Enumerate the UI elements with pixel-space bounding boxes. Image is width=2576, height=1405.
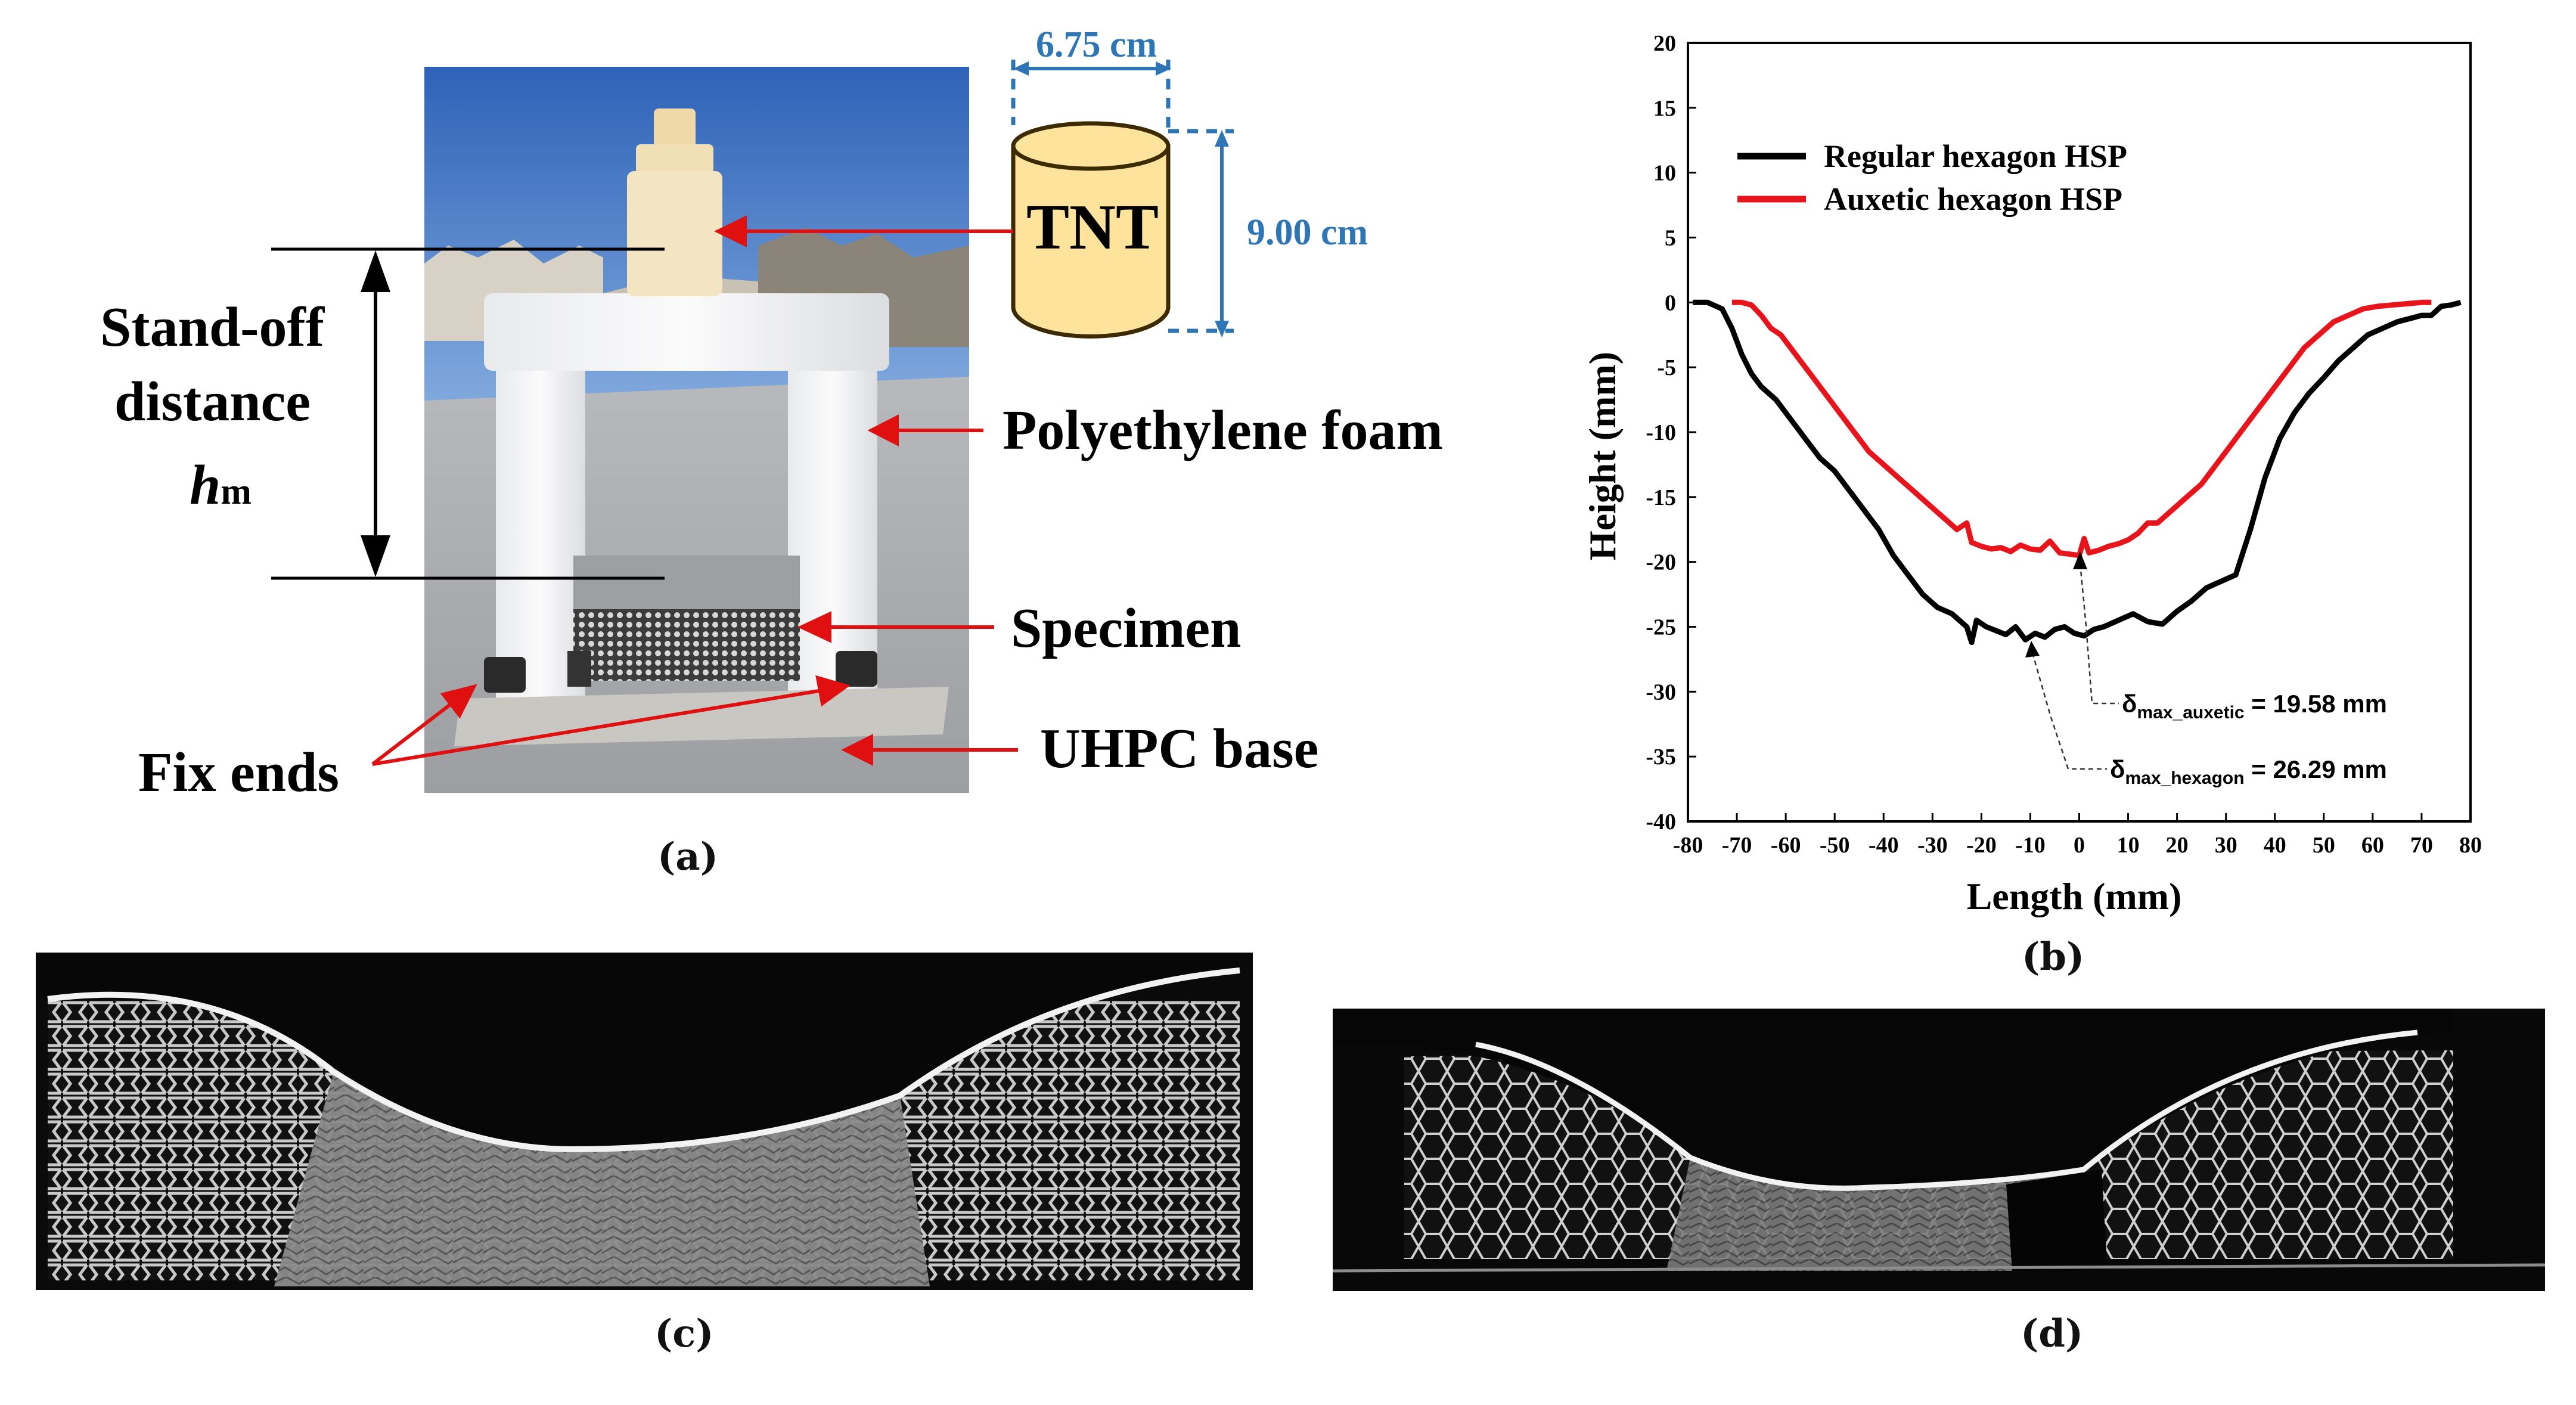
x-tick-label: 30 [2215,833,2237,858]
annotation-auxetic-leader [2079,563,2119,705]
x-tick-label: 40 [2264,833,2286,858]
chart-ticks: -80 -70 -60 -50 -40 -30 -20 -10 0 10 20 30 40 50 60 70 8… [1646,31,2482,858]
series-line-regular [1693,299,2462,646]
base-label: UHPC base [1040,718,1319,780]
x-tick-label: 10 [2117,833,2140,858]
specimen-label: Specimen [1011,597,1242,659]
height-arrow [1215,130,1229,337]
ct-scan-hexagon [1333,1009,2545,1291]
tnt-cylinder-diagram [1011,60,1234,339]
legend-label: Auxetic hexagon HSP [1824,181,2122,217]
experimental-setup-photo [424,67,969,793]
y-tick-label: 20 [1653,31,1676,56]
fix-ends-label: Fix ends [138,742,339,804]
x-axis-label: Length (mm) [1967,875,2182,917]
caption-b: (b) [2022,935,2085,979]
y-tick-label: -25 [1646,615,1676,640]
x-tick-label: 80 [2459,833,2482,858]
annotation-hexagon-value: = 26.29 mm [2245,755,2387,783]
x-tick-label: -40 [1869,833,1899,858]
series-line-auxetic [1731,299,2432,559]
y-tick-label: -35 [1646,745,1676,770]
standoff-dimension [271,247,665,580]
y-tick-label: -5 [1657,355,1676,380]
x-tick-label: 0 [2074,833,2085,858]
diameter-arrow [1013,61,1171,76]
height-label: 9.00 cm [1247,212,1368,253]
x-tick-label: -80 [1673,833,1703,858]
caption-d: (d) [2021,1311,2084,1356]
standoff-symbol-sub: m [221,472,252,512]
pointer-arrows [371,215,1018,766]
annotation-auxetic-delta: δ [2122,690,2137,718]
caption-a: (a) [657,835,719,879]
ct-scan-auxetic [36,953,1253,1290]
y-tick-label: 0 [1665,290,1676,315]
annotation-auxetic-value: = 19.58 mm [2245,690,2387,718]
standoff-label-line1: Stand-off [100,296,325,358]
x-tick-label: -60 [1771,833,1801,858]
annotation-auxetic: δmax_auxetic = 19.58 mm [2122,690,2387,722]
annotation-auxetic-sub: max_auxetic [2137,703,2244,722]
foam-label: Polyethylene foam [1003,399,1443,461]
x-tick-label: -50 [1820,833,1850,858]
diameter-label: 6.75 cm [1036,24,1157,65]
tnt-label: TNT [1026,192,1159,263]
x-tick-label: -30 [1917,833,1948,858]
caption-c: (c) [654,1311,714,1356]
y-tick-label: -40 [1646,809,1676,835]
x-tick-label: -10 [2015,833,2046,858]
annotation-hexagon-delta: δ [2110,755,2125,783]
y-tick-label: -30 [1646,680,1676,705]
standoff-label-line2: distance [114,371,311,433]
x-tick-label: 60 [2361,833,2384,858]
chart-series [1693,299,2462,646]
annotation-hexagon: δmax_hexagon = 26.29 mm [2110,755,2387,788]
x-tick-label: -70 [1722,833,1752,858]
y-tick-label: 5 [1665,226,1676,251]
standoff-symbol-h: h [190,454,221,516]
y-tick-label: 15 [1653,96,1676,121]
x-tick-label: 50 [2313,833,2335,858]
y-axis-label: Height (mm) [1581,352,1624,560]
chart-legend: Regular hexagon HSP Auxetic hexagon HSP [1737,138,2127,217]
deflection-profile-chart: -80 -70 -60 -50 -40 -30 -20 -10 0 10 20 30 40 50 60 70 8… [1581,31,2482,917]
y-tick-label: 10 [1653,161,1676,186]
x-tick-label: 70 [2410,833,2433,858]
annotation-hexagon-sub: max_hexagon [2125,768,2244,788]
x-tick-label: 20 [2166,833,2189,858]
y-tick-label: -20 [1646,550,1676,575]
annotation-hexagon-leader [2031,652,2107,770]
standoff-symbol: hm [190,453,252,517]
legend-label: Regular hexagon HSP [1824,138,2127,174]
y-tick-label: -10 [1646,420,1676,445]
y-tick-label: -15 [1646,485,1676,510]
x-tick-label: -20 [1966,833,1997,858]
